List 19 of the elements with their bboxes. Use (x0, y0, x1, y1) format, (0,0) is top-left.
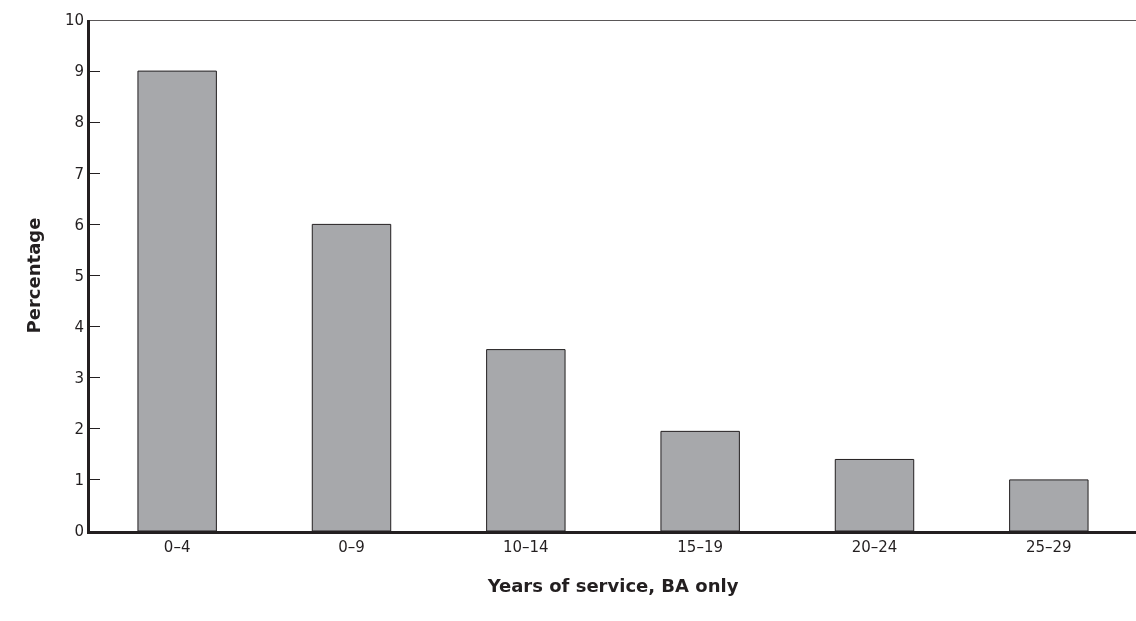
x-tick-label: 10–14 (502, 538, 549, 556)
y-tick-label: 6 (74, 215, 84, 234)
x-axis-title: Years of service, BA only (486, 575, 739, 597)
x-tick-label: 25–29 (1025, 538, 1072, 556)
y-tick-label: 4 (74, 317, 84, 336)
x-tick-label: 15–19 (677, 538, 724, 556)
y-tick-label: 1 (74, 471, 84, 490)
y-tick-label: 7 (74, 164, 84, 183)
x-tick-label: 0–9 (338, 538, 365, 556)
y-tick-label: 2 (74, 420, 84, 439)
y-tick-label: 8 (74, 113, 84, 132)
x-tick-label: 20–24 (851, 538, 898, 556)
y-tick-label: 0 (74, 522, 84, 541)
y-tick-label: 3 (74, 368, 84, 387)
y-tick-label: 10 (64, 11, 84, 30)
y-axis-title: Percentage (23, 217, 45, 334)
y-tick-label: 5 (74, 266, 84, 285)
x-tick-label: 0–4 (163, 538, 191, 556)
y-tick-label: 9 (74, 62, 84, 81)
